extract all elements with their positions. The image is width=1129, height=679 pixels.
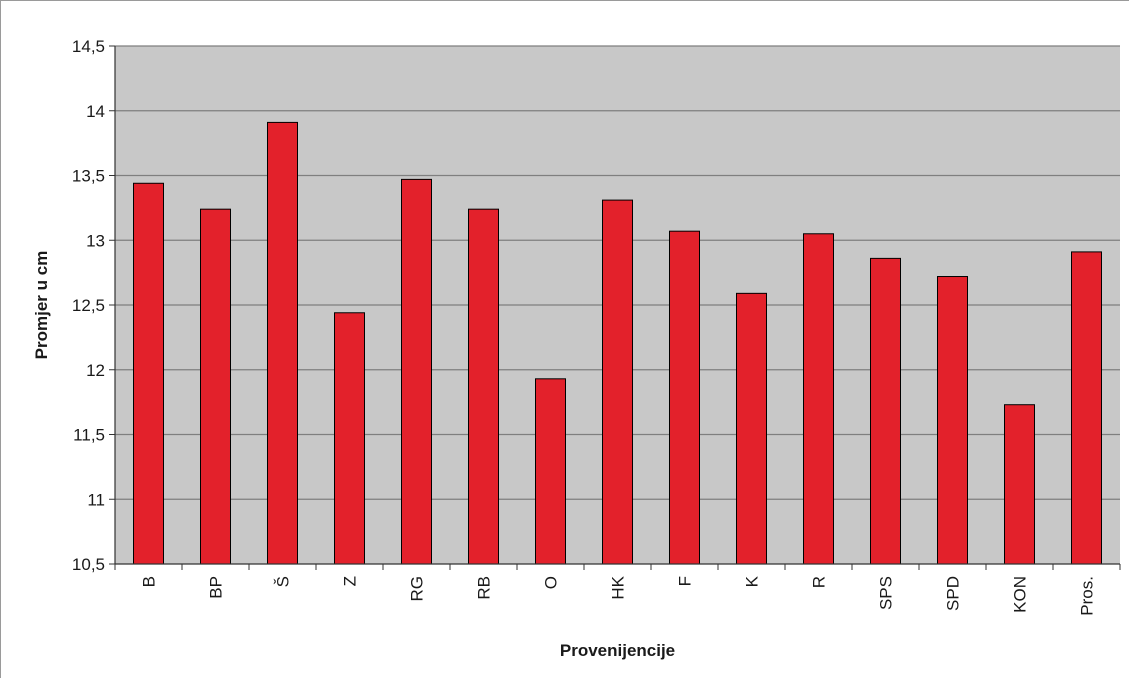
bar-KON [1004, 404, 1035, 565]
x-tick-label: K [743, 575, 762, 587]
bar-K [736, 292, 767, 565]
y-tick-label: 13,5 [72, 167, 105, 186]
x-tick-label: R [810, 576, 829, 588]
bar-F [669, 230, 700, 565]
x-tick-labels: B BP Š Z RG RB O HK F K R SPS SPD KON Pros. [140, 575, 1097, 615]
x-tick-label: O [542, 576, 561, 589]
x-tick-label: BP [207, 576, 226, 599]
y-tick-label: 11 [87, 490, 105, 509]
x-tick-label: F [676, 576, 695, 586]
y-tick-label: 14,5 [72, 37, 105, 56]
y-tick-label: 10,5 [72, 555, 105, 574]
x-tick-label: Š [274, 576, 293, 587]
x-tick-label: Pros. [1078, 576, 1097, 616]
bar-R [803, 233, 834, 565]
bar-Pros. [1071, 251, 1102, 565]
bar-BP [200, 208, 231, 565]
bar-Š [267, 121, 298, 565]
bar-SPS [870, 257, 901, 565]
y-tick-label: 12,5 [72, 296, 105, 315]
y-tick-label: 13 [86, 231, 105, 250]
y-tick-label: 14 [86, 102, 105, 121]
x-tick-label: RB [475, 576, 494, 600]
bar-SPD [937, 276, 968, 565]
axes [114, 46, 1121, 570]
bar-B [133, 182, 164, 565]
bar-RG [401, 178, 432, 565]
x-tick-label: B [140, 576, 159, 587]
bars [133, 121, 1102, 565]
y-tick-label: 12 [86, 361, 105, 380]
y-axis-title: Promjer u cm [32, 251, 51, 360]
bar-Z [334, 312, 365, 565]
x-tick-label: SPD [944, 576, 963, 611]
y-tick-label: 11,5 [73, 426, 105, 445]
x-tick-label: SPS [877, 576, 896, 610]
y-tick-labels: 10,5 11 11,5 12 12,5 13 13,5 14 14,5 [72, 37, 105, 574]
x-tick-label: Z [341, 576, 360, 586]
x-tick-label: RG [408, 576, 427, 602]
bar-O [535, 378, 566, 565]
x-tick-label: KON [1011, 576, 1030, 613]
x-axis-title: Provenijencije [560, 641, 675, 660]
bar-HK [602, 199, 633, 565]
bar-RB [468, 208, 499, 565]
x-tick-label: HK [609, 575, 628, 599]
